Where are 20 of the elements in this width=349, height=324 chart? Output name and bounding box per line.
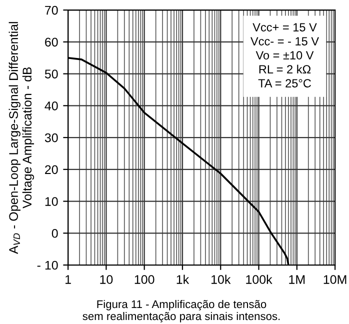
y-tick-label: 70 bbox=[45, 6, 58, 15]
y-tick-label: 30 bbox=[44, 133, 58, 142]
annotation: Vcc+ = 15 V Vcc- = - 15 V Vo = ±10 V RL = 2 kΩ TA = 25°C bbox=[250, 23, 319, 88]
y-tick-label: 20 bbox=[45, 165, 58, 174]
text: Figura 11 - Amplificação de tensão sem realimentação para sinais intensos. bbox=[82, 300, 280, 322]
y-tick-label: 10 bbox=[45, 197, 58, 206]
y-tick-label: 40 bbox=[44, 101, 58, 110]
x-tick-label: 100k bbox=[246, 274, 272, 284]
y-tick-label: - 10 bbox=[37, 260, 58, 270]
x-tick-label: 100 bbox=[134, 275, 154, 284]
y-axis-title: A$_{VD}$ - Open-Loop Large-Signal Differential Voltage Amplification - dB bbox=[8, 22, 34, 254]
y-tick-label: 0 bbox=[52, 228, 58, 238]
y-tick-label: 60 bbox=[45, 38, 58, 47]
x-tick-label: 1M bbox=[289, 275, 305, 284]
x-tick-label: 1 bbox=[66, 275, 71, 284]
x-tick-label: 10 bbox=[100, 275, 113, 284]
x-tick-label: 10M bbox=[324, 275, 346, 284]
y-tick-label: 50 bbox=[44, 70, 58, 78]
x-tick-label: 10k bbox=[211, 274, 231, 284]
x-tick-label: 1k bbox=[176, 274, 190, 284]
